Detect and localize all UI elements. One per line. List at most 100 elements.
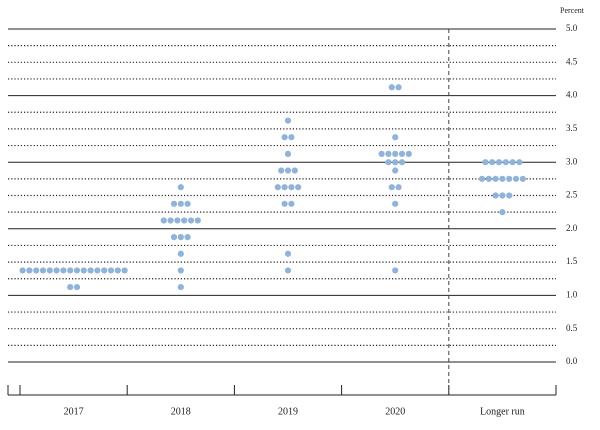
dot [177, 283, 184, 291]
dot [478, 175, 486, 182]
dot [73, 267, 81, 274]
dot [512, 175, 520, 182]
dot [378, 150, 385, 157]
dot [392, 200, 399, 207]
x-tick-label: 2018 [171, 406, 191, 417]
dot [278, 167, 285, 174]
dot [284, 150, 292, 157]
y-tick-label: 1.0 [566, 289, 578, 299]
dot [177, 200, 184, 207]
dot [482, 159, 489, 166]
dot [519, 175, 526, 182]
dot [87, 267, 94, 274]
y-tick-label: 4.0 [566, 90, 578, 100]
dot [177, 184, 184, 191]
y-tick-label: 3.5 [566, 123, 578, 133]
dot [170, 200, 178, 207]
x-tick-label: 2019 [278, 406, 298, 417]
dot [284, 267, 292, 274]
dot [46, 267, 53, 274]
dot [281, 134, 288, 141]
dot [398, 150, 406, 157]
dot [114, 267, 121, 274]
y-tick-label: 2.5 [566, 190, 578, 200]
dot [284, 117, 292, 124]
dot [392, 167, 399, 174]
dot [67, 267, 74, 274]
dot [94, 267, 101, 274]
dot [194, 217, 201, 224]
dot [388, 84, 395, 91]
dot [395, 184, 402, 191]
y-axis-label: Percent [560, 6, 585, 15]
dot [288, 134, 295, 141]
x-tick-label: 2017 [64, 406, 84, 417]
dot [53, 267, 60, 274]
dot [167, 217, 174, 224]
dot [499, 175, 506, 182]
x-tick-label: 2020 [385, 406, 405, 417]
dot [284, 167, 292, 174]
dot [177, 234, 184, 241]
dot [485, 175, 492, 182]
dot [274, 184, 281, 191]
dot [174, 217, 181, 224]
dot [284, 250, 292, 257]
dot [288, 200, 295, 207]
y-tick-label: 5.0 [566, 23, 578, 33]
y-tick-label: 3.0 [566, 156, 578, 166]
dot [291, 167, 298, 174]
y-tick-label: 0.0 [566, 356, 578, 366]
dot [281, 184, 288, 191]
dot [101, 267, 108, 274]
dot [170, 234, 178, 241]
dot [405, 150, 412, 157]
dot [392, 159, 399, 166]
dot [39, 267, 47, 274]
dot [73, 283, 81, 291]
dot [121, 267, 128, 274]
dot [187, 217, 195, 224]
dot [107, 267, 115, 274]
dot [184, 234, 191, 241]
dot [502, 159, 509, 166]
y-tick-label: 0.5 [566, 323, 578, 333]
dot [60, 267, 67, 274]
dot [177, 267, 184, 274]
dot [395, 84, 402, 91]
dot [506, 192, 513, 199]
dot [67, 283, 74, 291]
dot [160, 217, 167, 224]
dot [184, 200, 191, 207]
x-tick-label: Longer run [480, 406, 525, 417]
dot [385, 159, 392, 166]
dot [499, 192, 506, 199]
y-tick-label: 4.5 [566, 56, 578, 66]
dot [288, 184, 295, 191]
dot [388, 184, 395, 191]
dot [516, 159, 523, 166]
dot [33, 267, 40, 274]
dot [281, 200, 288, 207]
dot [80, 267, 87, 274]
dot [492, 192, 499, 199]
dot [489, 159, 496, 166]
dot [392, 267, 399, 274]
dot [392, 150, 399, 157]
dot [26, 267, 33, 274]
y-tick-label: 1.5 [566, 256, 578, 266]
dot [19, 267, 26, 274]
dot [398, 159, 406, 166]
dot [495, 159, 503, 166]
dot [295, 184, 302, 191]
dot [392, 134, 399, 141]
dot [509, 159, 516, 166]
dot [506, 175, 513, 182]
dot [177, 250, 184, 257]
dot [385, 150, 392, 157]
dot [499, 209, 506, 216]
dot [181, 217, 188, 224]
y-tick-label: 2.0 [566, 223, 578, 233]
dot [492, 175, 499, 182]
